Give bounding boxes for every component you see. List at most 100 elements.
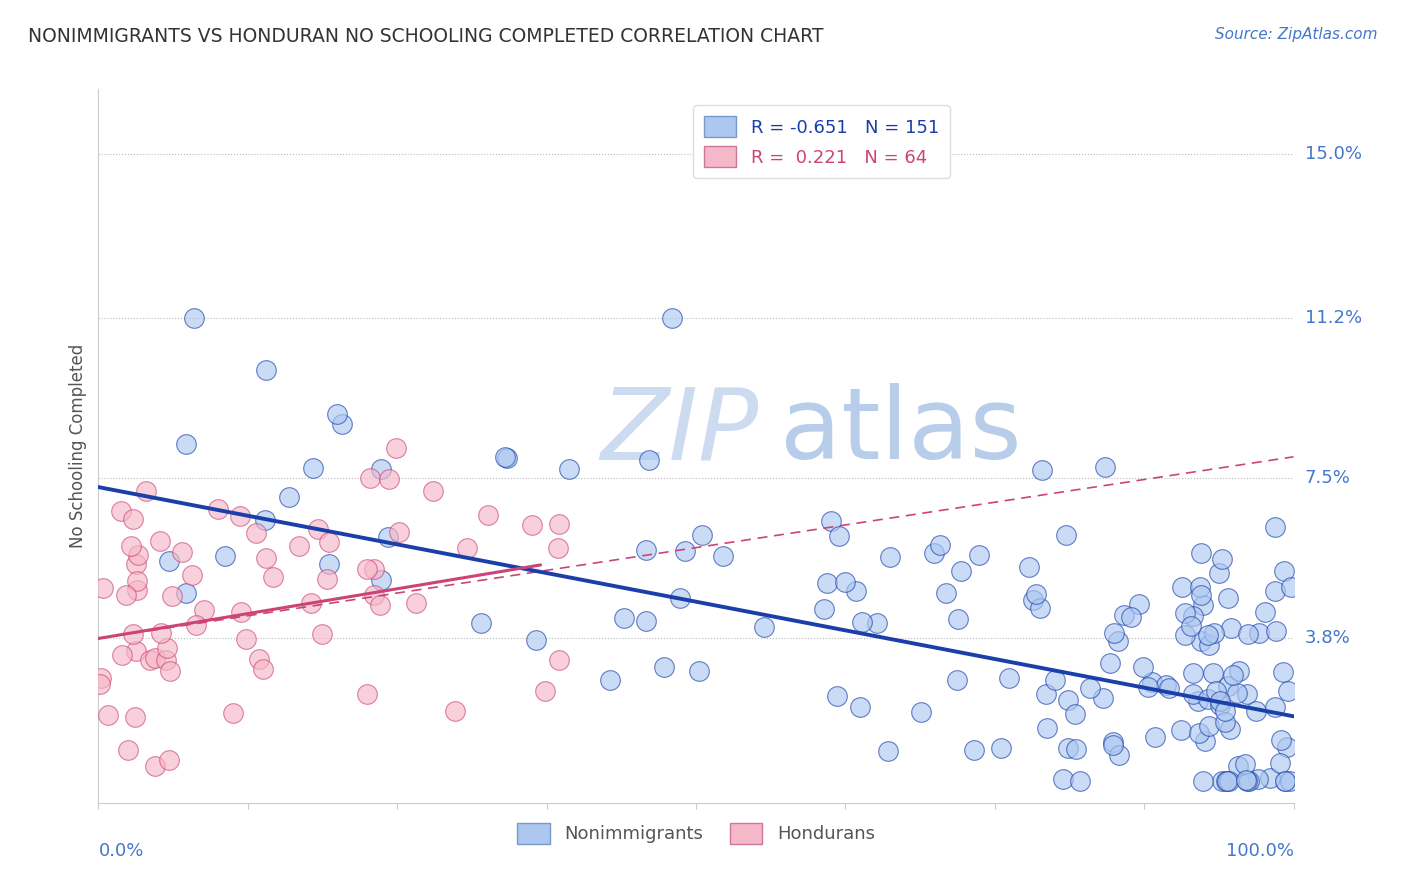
Point — [117, 743, 139, 757]
Point — [122, 627, 145, 641]
Point — [125, 574, 148, 588]
Point — [1272, 564, 1295, 578]
Point — [377, 530, 399, 544]
Point — [922, 545, 945, 559]
Point — [967, 548, 990, 562]
Point — [1101, 738, 1123, 752]
Point — [143, 759, 166, 773]
Point — [1171, 581, 1194, 595]
Point — [1226, 686, 1249, 700]
Point — [1218, 591, 1240, 605]
Point — [378, 472, 401, 486]
Point — [661, 311, 683, 326]
Point — [247, 652, 270, 666]
Point — [110, 648, 132, 662]
Text: ZIP: ZIP — [600, 384, 759, 480]
Point — [1219, 722, 1241, 736]
Point — [157, 554, 180, 568]
Point — [110, 504, 132, 518]
Point — [307, 522, 329, 536]
Point — [638, 453, 661, 467]
Point — [477, 508, 499, 522]
Point — [1272, 665, 1295, 679]
Point — [848, 700, 870, 714]
Point — [159, 753, 181, 767]
Point — [318, 534, 340, 549]
Text: Source: ZipAtlas.com: Source: ZipAtlas.com — [1215, 27, 1378, 42]
Point — [1035, 687, 1057, 701]
Point — [1218, 774, 1240, 789]
Point — [946, 673, 969, 687]
Point — [1036, 721, 1059, 735]
Point — [388, 524, 411, 539]
Point — [443, 704, 465, 718]
Point — [1236, 774, 1258, 789]
Point — [1054, 528, 1077, 542]
Point — [879, 550, 901, 565]
Point — [1064, 707, 1087, 722]
Point — [1275, 740, 1298, 755]
Point — [1187, 694, 1209, 708]
Point — [114, 588, 136, 602]
Point — [1234, 756, 1257, 771]
Point — [149, 625, 172, 640]
Text: 11.2%: 11.2% — [1305, 310, 1362, 327]
Point — [1202, 666, 1225, 681]
Point — [456, 541, 478, 555]
Point — [222, 706, 245, 720]
Point — [356, 562, 378, 576]
Point — [815, 576, 838, 591]
Point — [159, 664, 181, 678]
Point — [231, 605, 253, 619]
Point — [558, 462, 581, 476]
Point — [675, 544, 697, 558]
Point — [1154, 678, 1177, 692]
Point — [1056, 692, 1078, 706]
Point — [1278, 774, 1301, 789]
Point — [183, 311, 205, 326]
Text: 15.0%: 15.0% — [1305, 145, 1361, 163]
Point — [1211, 774, 1233, 789]
Point — [1208, 694, 1230, 708]
Point — [127, 548, 149, 562]
Point — [949, 564, 972, 578]
Point — [1234, 772, 1257, 787]
Point — [180, 568, 202, 582]
Point — [311, 627, 333, 641]
Point — [522, 517, 544, 532]
Point — [828, 529, 851, 543]
Point — [910, 706, 932, 720]
Point — [368, 598, 391, 612]
Point — [229, 509, 252, 524]
Point — [547, 541, 569, 556]
Point — [1209, 698, 1232, 713]
Point — [1137, 680, 1160, 694]
Point — [1069, 774, 1091, 789]
Point — [1208, 566, 1230, 580]
Point — [149, 534, 172, 549]
Point — [834, 575, 856, 590]
Point — [470, 615, 492, 630]
Point — [866, 615, 889, 630]
Point — [1197, 628, 1219, 642]
Point — [170, 544, 193, 558]
Point — [845, 584, 868, 599]
Point — [1198, 638, 1220, 652]
Text: 0.0%: 0.0% — [98, 842, 143, 860]
Point — [214, 549, 236, 564]
Point — [91, 581, 114, 595]
Point — [928, 538, 950, 552]
Point — [1254, 605, 1277, 619]
Point — [370, 462, 392, 476]
Point — [526, 632, 548, 647]
Point — [990, 741, 1012, 756]
Point — [997, 671, 1019, 685]
Point — [534, 684, 557, 698]
Point — [877, 744, 900, 758]
Point — [948, 612, 970, 626]
Point — [1270, 733, 1292, 747]
Point — [813, 601, 835, 615]
Point — [1279, 580, 1302, 594]
Point — [1264, 699, 1286, 714]
Point — [135, 484, 157, 499]
